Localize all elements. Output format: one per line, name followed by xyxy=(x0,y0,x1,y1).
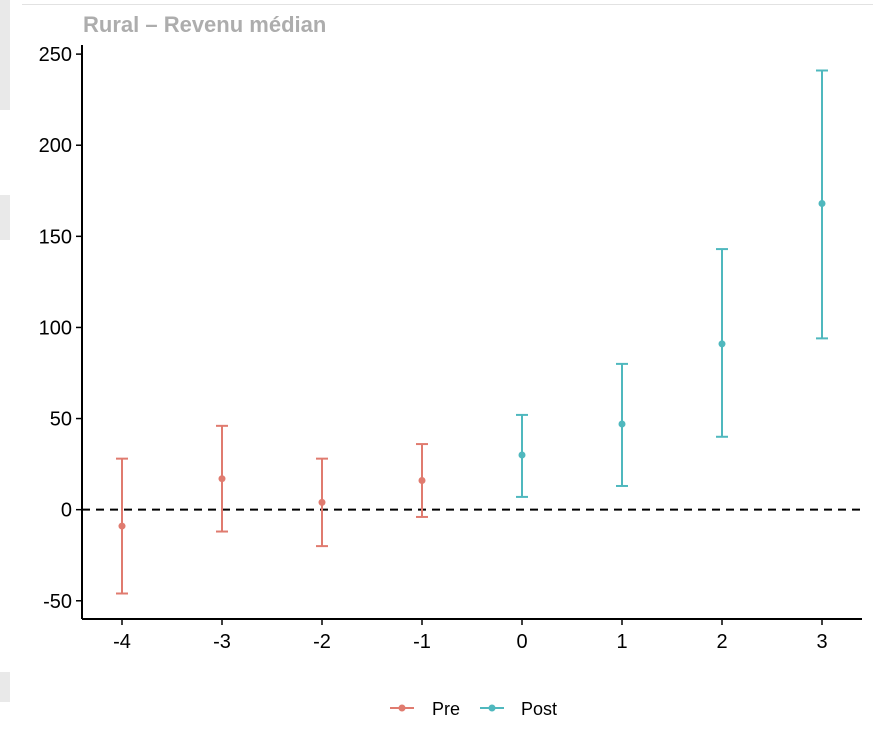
y-tick-label: -50 xyxy=(43,591,72,613)
series-layer xyxy=(116,69,828,595)
legend-label: Post xyxy=(521,699,557,719)
x-tick-label: 3 xyxy=(816,631,827,653)
estimate-point xyxy=(318,498,326,506)
estimate-point xyxy=(718,340,726,348)
estimate-point xyxy=(618,420,626,428)
legend-item-post: Post xyxy=(480,699,557,719)
x-tick-label: 1 xyxy=(616,631,627,653)
x-tick-label: -2 xyxy=(313,631,331,653)
x-tick-label: -4 xyxy=(113,631,131,653)
left-edge-panel xyxy=(0,0,10,110)
y-tick-label: 50 xyxy=(50,409,72,431)
chart-title: Rural – Revenu médian xyxy=(83,12,327,37)
legend-key-point xyxy=(398,704,406,712)
estimate-point xyxy=(818,200,826,208)
legend: Pre Post xyxy=(390,699,557,719)
left-edge-panel xyxy=(0,195,10,240)
series-pre xyxy=(116,424,428,595)
x-tick-label: -1 xyxy=(413,631,431,653)
y-tick-label: 250 xyxy=(39,44,72,66)
legend-label: Pre xyxy=(432,699,460,719)
estimate-point xyxy=(418,477,426,485)
top-border xyxy=(22,0,873,5)
estimate-point xyxy=(518,451,526,459)
axes: -50 0 50 100 150 200 250 -4 -3 -2 -1 0 1 2 3 xyxy=(39,44,862,653)
y-tick-label: 200 xyxy=(39,135,72,157)
legend-key-point xyxy=(488,704,496,712)
estimate-point xyxy=(218,475,226,483)
left-edge-panel xyxy=(0,672,10,702)
y-tick-label: 0 xyxy=(61,500,72,522)
y-tick-label: 150 xyxy=(39,226,72,248)
series-post xyxy=(516,69,828,498)
y-tick-label: 100 xyxy=(39,317,72,339)
estimate-point xyxy=(118,522,126,530)
x-tick-label: -3 xyxy=(213,631,231,653)
x-tick-label: 2 xyxy=(716,631,727,653)
legend-item-pre: Pre xyxy=(390,699,460,719)
x-tick-label: 0 xyxy=(516,631,527,653)
